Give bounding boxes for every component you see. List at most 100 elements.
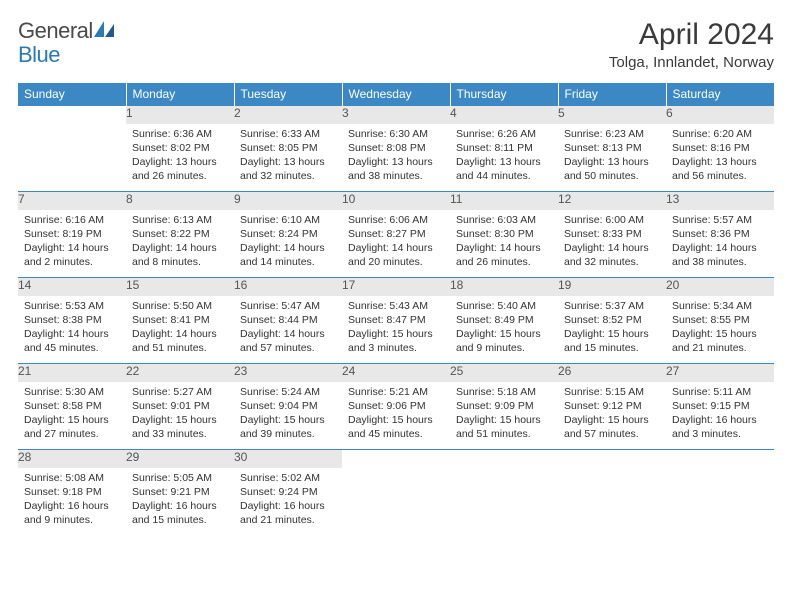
sunrise-line: Sunrise: 6:10 AM — [240, 213, 336, 227]
day-cell: Sunrise: 6:10 AMSunset: 8:24 PMDaylight:… — [234, 210, 342, 278]
day-details: Sunrise: 6:36 AMSunset: 8:02 PMDaylight:… — [126, 124, 234, 190]
day-cell: Sunrise: 6:00 AMSunset: 8:33 PMDaylight:… — [558, 210, 666, 278]
day-cell: Sunrise: 5:43 AMSunset: 8:47 PMDaylight:… — [342, 296, 450, 364]
daylight-line: Daylight: 14 hours and 57 minutes. — [240, 327, 336, 355]
day-number: 30 — [234, 450, 342, 468]
sunrise-line: Sunrise: 5:15 AM — [564, 385, 660, 399]
sunrise-line: Sunrise: 6:20 AM — [672, 127, 768, 141]
day-cell: Sunrise: 5:50 AMSunset: 8:41 PMDaylight:… — [126, 296, 234, 364]
location: Tolga, Innlandet, Norway — [609, 54, 774, 71]
day-cell: Sunrise: 6:03 AMSunset: 8:30 PMDaylight:… — [450, 210, 558, 278]
sunset-line: Sunset: 8:11 PM — [456, 141, 552, 155]
day-cell: Sunrise: 5:57 AMSunset: 8:36 PMDaylight:… — [666, 210, 774, 278]
day-cell: Sunrise: 6:20 AMSunset: 8:16 PMDaylight:… — [666, 124, 774, 192]
day-number: 28 — [18, 450, 126, 468]
logo-text-blue: Blue — [18, 42, 60, 67]
title-block: April 2024 Tolga, Innlandet, Norway — [609, 18, 774, 71]
day-number: 11 — [450, 192, 558, 210]
day-details: Sunrise: 5:43 AMSunset: 8:47 PMDaylight:… — [342, 296, 450, 362]
day-details: Sunrise: 6:30 AMSunset: 8:08 PMDaylight:… — [342, 124, 450, 190]
sunrise-line: Sunrise: 5:57 AM — [672, 213, 768, 227]
day-cell — [666, 468, 774, 536]
day-details: Sunrise: 5:53 AMSunset: 8:38 PMDaylight:… — [18, 296, 126, 362]
day-details: Sunrise: 6:26 AMSunset: 8:11 PMDaylight:… — [450, 124, 558, 190]
day-cell: Sunrise: 6:06 AMSunset: 8:27 PMDaylight:… — [342, 210, 450, 278]
day-cell: Sunrise: 6:16 AMSunset: 8:19 PMDaylight:… — [18, 210, 126, 278]
daylight-line: Daylight: 14 hours and 2 minutes. — [24, 241, 120, 269]
day-cell: Sunrise: 5:30 AMSunset: 8:58 PMDaylight:… — [18, 382, 126, 450]
sunrise-line: Sunrise: 6:23 AM — [564, 127, 660, 141]
sunset-line: Sunset: 8:05 PM — [240, 141, 336, 155]
daylight-line: Daylight: 15 hours and 3 minutes. — [348, 327, 444, 355]
day-cell — [342, 468, 450, 536]
sunset-line: Sunset: 8:36 PM — [672, 227, 768, 241]
daylight-line: Daylight: 15 hours and 57 minutes. — [564, 413, 660, 441]
day-details: Sunrise: 5:05 AMSunset: 9:21 PMDaylight:… — [126, 468, 234, 534]
day-cell: Sunrise: 5:34 AMSunset: 8:55 PMDaylight:… — [666, 296, 774, 364]
day-details: Sunrise: 6:23 AMSunset: 8:13 PMDaylight:… — [558, 124, 666, 190]
content-row: Sunrise: 5:53 AMSunset: 8:38 PMDaylight:… — [18, 296, 774, 364]
sunset-line: Sunset: 8:30 PM — [456, 227, 552, 241]
day-cell — [18, 124, 126, 192]
daynum-row: 14151617181920 — [18, 278, 774, 296]
day-details: Sunrise: 5:21 AMSunset: 9:06 PMDaylight:… — [342, 382, 450, 448]
sunset-line: Sunset: 8:33 PM — [564, 227, 660, 241]
logo-sail-icon — [93, 19, 115, 44]
day-details: Sunrise: 6:06 AMSunset: 8:27 PMDaylight:… — [342, 210, 450, 276]
sunrise-line: Sunrise: 6:16 AM — [24, 213, 120, 227]
daylight-line: Daylight: 15 hours and 15 minutes. — [564, 327, 660, 355]
month-title: April 2024 — [609, 18, 774, 52]
day-details: Sunrise: 5:40 AMSunset: 8:49 PMDaylight:… — [450, 296, 558, 362]
sunset-line: Sunset: 9:15 PM — [672, 399, 768, 413]
sunset-line: Sunset: 9:04 PM — [240, 399, 336, 413]
sunset-line: Sunset: 8:27 PM — [348, 227, 444, 241]
sunrise-line: Sunrise: 6:26 AM — [456, 127, 552, 141]
sunrise-line: Sunrise: 5:24 AM — [240, 385, 336, 399]
sunset-line: Sunset: 9:09 PM — [456, 399, 552, 413]
day-number: 24 — [342, 364, 450, 382]
sunset-line: Sunset: 8:52 PM — [564, 313, 660, 327]
weekday-header: Tuesday — [234, 83, 342, 106]
daylight-line: Daylight: 15 hours and 27 minutes. — [24, 413, 120, 441]
daylight-line: Daylight: 15 hours and 45 minutes. — [348, 413, 444, 441]
daylight-line: Daylight: 14 hours and 38 minutes. — [672, 241, 768, 269]
day-cell: Sunrise: 6:26 AMSunset: 8:11 PMDaylight:… — [450, 124, 558, 192]
daylight-line: Daylight: 14 hours and 32 minutes. — [564, 241, 660, 269]
day-cell — [450, 468, 558, 536]
day-cell: Sunrise: 5:37 AMSunset: 8:52 PMDaylight:… — [558, 296, 666, 364]
day-cell: Sunrise: 6:33 AMSunset: 8:05 PMDaylight:… — [234, 124, 342, 192]
day-details: Sunrise: 5:34 AMSunset: 8:55 PMDaylight:… — [666, 296, 774, 362]
day-details: Sunrise: 5:50 AMSunset: 8:41 PMDaylight:… — [126, 296, 234, 362]
sunrise-line: Sunrise: 5:30 AM — [24, 385, 120, 399]
weekday-header: Thursday — [450, 83, 558, 106]
sunset-line: Sunset: 8:24 PM — [240, 227, 336, 241]
daynum-row: 123456 — [18, 106, 774, 124]
sunset-line: Sunset: 8:47 PM — [348, 313, 444, 327]
day-number — [666, 450, 774, 468]
sunset-line: Sunset: 8:58 PM — [24, 399, 120, 413]
sunset-line: Sunset: 9:12 PM — [564, 399, 660, 413]
sunset-line: Sunset: 9:18 PM — [24, 485, 120, 499]
day-details: Sunrise: 6:16 AMSunset: 8:19 PMDaylight:… — [18, 210, 126, 276]
day-details: Sunrise: 5:24 AMSunset: 9:04 PMDaylight:… — [234, 382, 342, 448]
logo: General — [18, 18, 117, 44]
day-number: 17 — [342, 278, 450, 296]
weekday-header: Sunday — [18, 83, 126, 106]
day-cell: Sunrise: 5:21 AMSunset: 9:06 PMDaylight:… — [342, 382, 450, 450]
sunset-line: Sunset: 8:41 PM — [132, 313, 228, 327]
day-details: Sunrise: 6:13 AMSunset: 8:22 PMDaylight:… — [126, 210, 234, 276]
sunrise-line: Sunrise: 6:13 AM — [132, 213, 228, 227]
day-cell: Sunrise: 6:30 AMSunset: 8:08 PMDaylight:… — [342, 124, 450, 192]
sunrise-line: Sunrise: 5:40 AM — [456, 299, 552, 313]
day-cell: Sunrise: 5:47 AMSunset: 8:44 PMDaylight:… — [234, 296, 342, 364]
day-cell: Sunrise: 5:18 AMSunset: 9:09 PMDaylight:… — [450, 382, 558, 450]
sunset-line: Sunset: 8:49 PM — [456, 313, 552, 327]
sunset-line: Sunset: 8:16 PM — [672, 141, 768, 155]
sunset-line: Sunset: 8:02 PM — [132, 141, 228, 155]
sunrise-line: Sunrise: 6:30 AM — [348, 127, 444, 141]
daylight-line: Daylight: 14 hours and 8 minutes. — [132, 241, 228, 269]
sunrise-line: Sunrise: 6:00 AM — [564, 213, 660, 227]
sunrise-line: Sunrise: 5:18 AM — [456, 385, 552, 399]
sunset-line: Sunset: 8:44 PM — [240, 313, 336, 327]
day-number: 2 — [234, 106, 342, 124]
